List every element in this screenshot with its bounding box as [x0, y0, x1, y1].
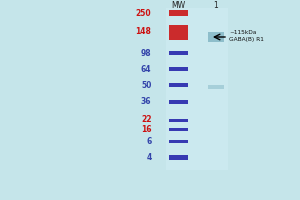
FancyBboxPatch shape	[169, 154, 188, 160]
FancyBboxPatch shape	[169, 100, 188, 104]
FancyBboxPatch shape	[169, 51, 188, 55]
Text: MW: MW	[171, 1, 186, 10]
FancyBboxPatch shape	[169, 24, 188, 40]
FancyBboxPatch shape	[169, 67, 188, 71]
Text: 22: 22	[141, 116, 152, 124]
Text: 50: 50	[141, 81, 152, 90]
Text: 1: 1	[214, 1, 218, 10]
FancyBboxPatch shape	[208, 32, 224, 42]
FancyBboxPatch shape	[169, 118, 188, 121]
FancyBboxPatch shape	[208, 85, 224, 89]
FancyBboxPatch shape	[169, 10, 188, 16]
Text: 36: 36	[141, 98, 152, 106]
FancyBboxPatch shape	[169, 140, 188, 142]
FancyBboxPatch shape	[167, 8, 228, 170]
Text: GABA(B) R1: GABA(B) R1	[229, 38, 264, 43]
Text: 6: 6	[146, 136, 152, 146]
Text: 16: 16	[141, 124, 152, 134]
FancyBboxPatch shape	[169, 128, 188, 130]
Text: ~115kDa: ~115kDa	[229, 30, 256, 36]
Text: 250: 250	[136, 8, 152, 18]
Text: 148: 148	[136, 27, 152, 36]
FancyBboxPatch shape	[169, 83, 188, 87]
Text: 98: 98	[141, 48, 152, 58]
Text: 4: 4	[146, 152, 152, 162]
Text: 64: 64	[141, 64, 152, 73]
